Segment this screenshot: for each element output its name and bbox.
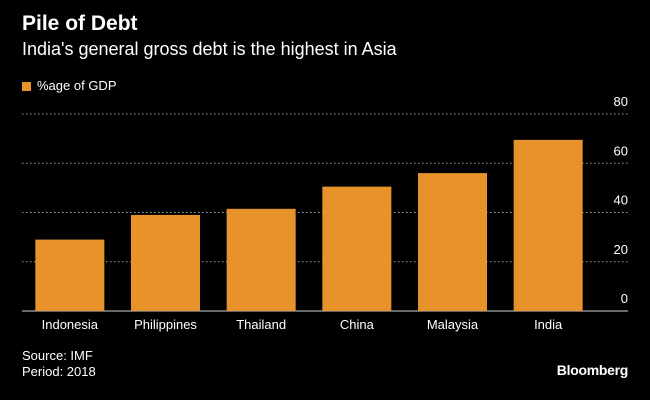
chart-subtitle: India's general gross debt is the highes… [22, 39, 397, 59]
source-note: Source: IMF [22, 348, 93, 363]
bar [513, 139, 583, 311]
bar [226, 208, 296, 311]
x-tick-label: Thailand [236, 317, 286, 332]
legend: %age of GDP [22, 78, 117, 94]
bar [35, 239, 105, 311]
y-tick-label: 80 [614, 94, 628, 109]
x-tick-label: Indonesia [42, 317, 99, 332]
x-tick-label: China [340, 317, 375, 332]
bloomberg-logo: Bloomberg [556, 362, 629, 378]
y-tick-label: 40 [614, 193, 628, 208]
legend-label: %age of GDP [37, 78, 117, 93]
y-tick-label: 20 [614, 242, 628, 257]
y-tick-label: 60 [614, 143, 628, 158]
x-tick-label: India [534, 317, 563, 332]
y-tick-label: 0 [621, 291, 628, 306]
bar [418, 173, 487, 311]
y-axis-tick-labels: 0 20 40 60 80 [614, 94, 628, 306]
x-axis-tick-labels: Indonesia Philippines Thailand China Malaysi… [42, 317, 563, 332]
x-tick-label: Malaysia [427, 317, 479, 332]
bar [322, 186, 392, 311]
legend-swatch [22, 81, 31, 91]
period-note: Period: 2018 [22, 364, 96, 379]
x-tick-label: Philippines [134, 317, 197, 332]
bar [131, 214, 200, 311]
bars [35, 139, 583, 311]
chart-title: Pile of Debt [22, 12, 138, 35]
